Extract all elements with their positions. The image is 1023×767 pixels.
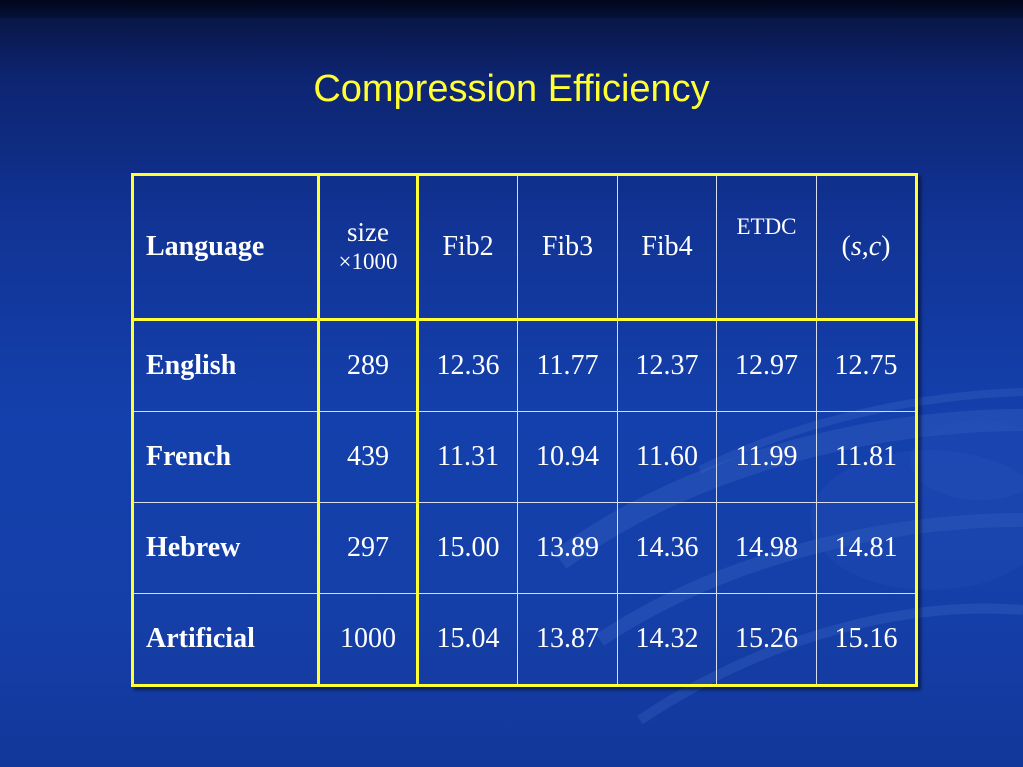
row-fib3: 13.87 [517,593,618,687]
header-fib3: Fib3 [517,173,618,321]
header-etdc: ETDC [716,173,817,321]
row-size: 439 [318,411,419,503]
header-fib4: Fib4 [617,173,717,321]
table-row: Artificial 1000 15.04 13.87 14.32 15.26 … [131,593,918,687]
row-sc: 12.75 [816,319,918,412]
row-fib3: 13.89 [517,502,618,594]
row-sc: 11.81 [816,411,918,503]
row-fib2: 15.04 [417,593,518,687]
row-fib2: 15.00 [417,502,518,594]
table-header-row: Language size ×1000 Fib2 Fib3 Fib4 ETDC … [131,173,918,321]
header-sc-c: c [868,231,882,262]
row-language: French [131,411,320,503]
row-language: Hebrew [131,502,320,594]
slide-title: Compression Efficiency [313,68,710,110]
row-sc: 15.16 [816,593,918,687]
table-row: English 289 12.36 11.77 12.37 12.97 12.7… [131,319,918,412]
table-row: Hebrew 297 15.00 13.89 14.36 14.98 14.81 [131,502,918,594]
row-fib4: 11.60 [617,411,717,503]
row-fib4: 14.36 [617,502,717,594]
row-fib4: 14.32 [617,593,717,687]
row-etdc: 12.97 [716,319,817,412]
header-sc-s: s [850,231,862,262]
row-language: Artificial [131,593,320,687]
row-sc: 14.81 [816,502,918,594]
header-sc-comma: , [861,231,869,262]
row-fib2: 12.36 [417,319,518,412]
row-fib4: 12.37 [617,319,717,412]
header-sc: (s,c) [816,173,918,321]
table-row: French 439 11.31 10.94 11.60 11.99 11.81 [131,411,918,503]
header-sc-close: ) [881,231,891,262]
header-sc-open: ( [841,231,851,262]
header-language: Language [131,173,320,321]
row-size: 289 [318,319,419,412]
row-etdc: 14.98 [716,502,817,594]
header-size: size ×1000 [318,173,419,321]
slide-top-band [0,0,1023,18]
row-fib3: 10.94 [517,411,618,503]
row-fib3: 11.77 [517,319,618,412]
row-size: 1000 [318,593,419,687]
compression-table: Language size ×1000 Fib2 Fib3 Fib4 ETDC … [131,173,918,687]
row-language: English [131,319,320,412]
header-size-label: size [347,217,389,247]
header-size-multiplier: ×1000 [338,249,398,274]
row-etdc: 15.26 [716,593,817,687]
header-fib2: Fib2 [417,173,518,321]
row-etdc: 11.99 [716,411,817,503]
row-fib2: 11.31 [417,411,518,503]
row-size: 297 [318,502,419,594]
